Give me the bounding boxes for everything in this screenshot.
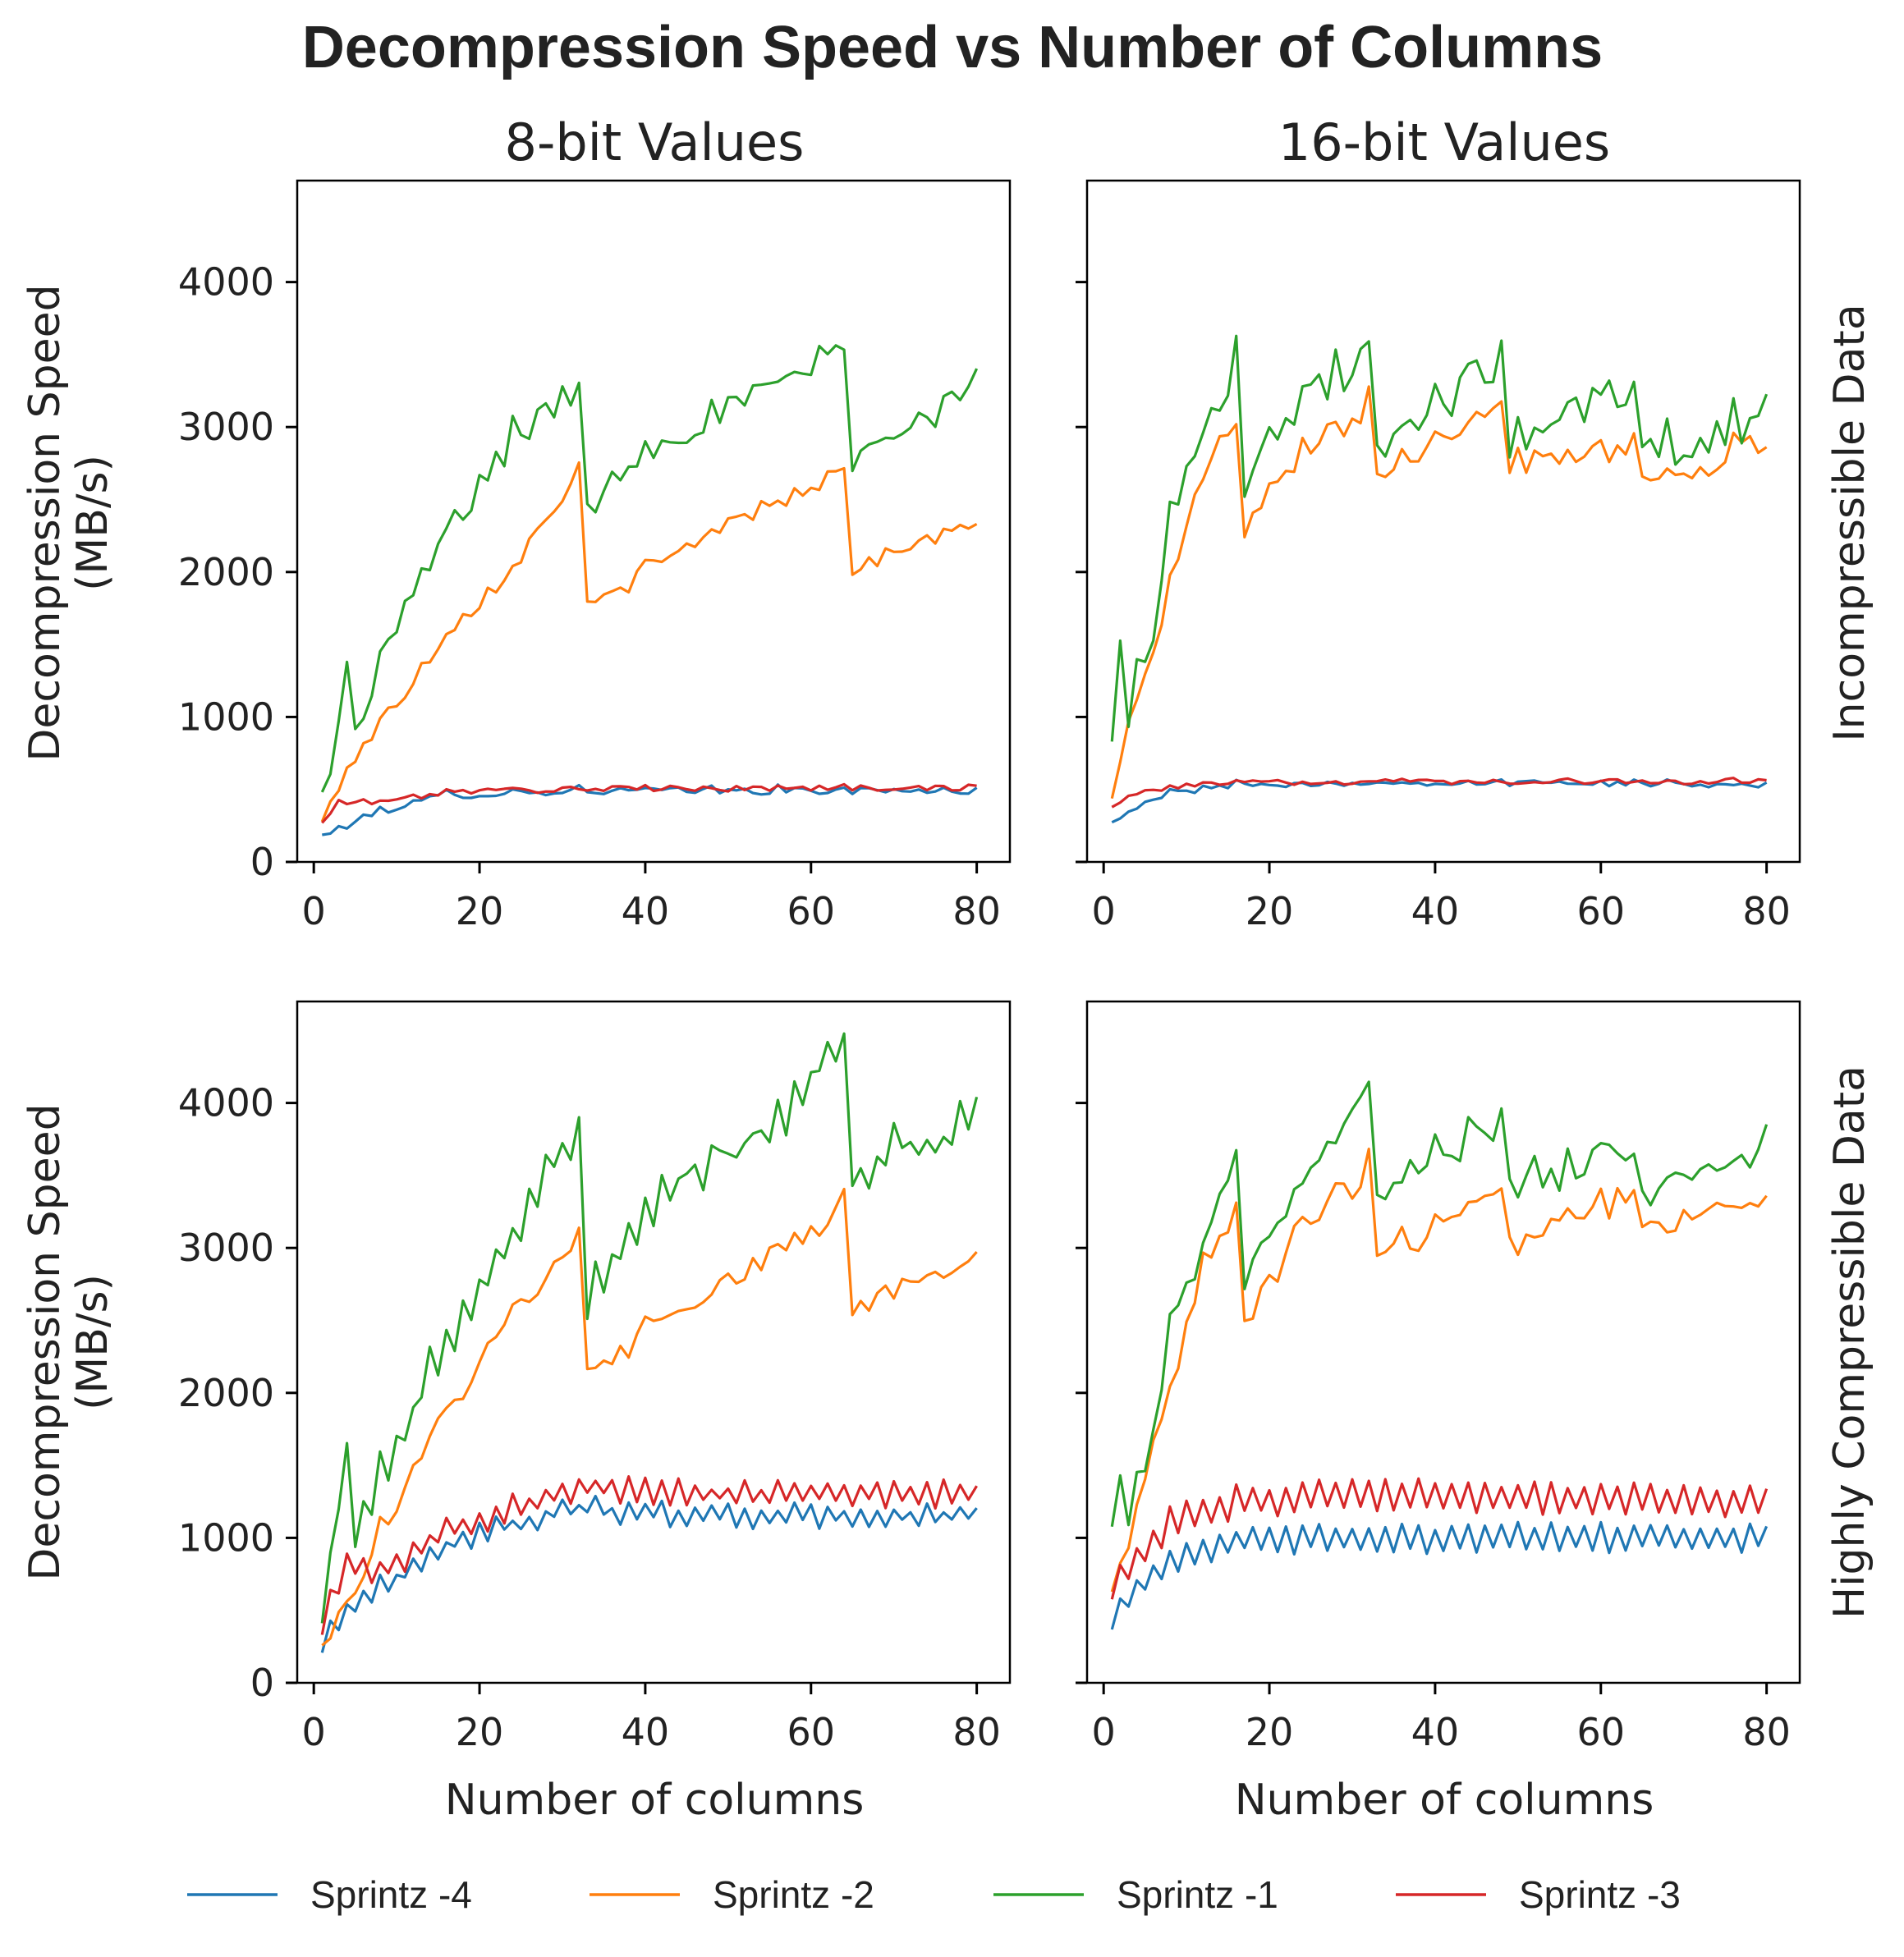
plot-frame: [296, 179, 1012, 864]
figure-title: Decompression Speed vs Number of Columns: [302, 15, 1603, 80]
series-sprintz-2-p16_hc: [1110, 1147, 1768, 1593]
plot-frame: [1085, 179, 1801, 864]
series-sprintz-3-p8_hc: [320, 1475, 978, 1635]
xlabel-right: Number of columns: [1235, 1776, 1654, 1825]
series-sprintz-2-p8_inc: [320, 461, 978, 823]
series-sprintz-1-p16_hc: [1110, 1080, 1769, 1527]
series-sprintz-3-p16_inc: [1111, 777, 1767, 809]
ylabel-bottom-line1: Decompression Speed: [21, 1103, 70, 1580]
legend-label: Sprintz -3: [1519, 1873, 1681, 1916]
col-title-16bit: 16-bit Values: [1278, 112, 1610, 172]
x-tick-label: 60: [787, 1710, 835, 1754]
series-sprintz-4-p16_inc: [1111, 777, 1768, 824]
x-tick-label: 60: [787, 889, 835, 933]
x-tick-label: 80: [952, 889, 1001, 933]
series-sprintz-1-p16_inc: [1110, 334, 1769, 742]
x-tick-label: 60: [1576, 1710, 1625, 1754]
ylabel-top-line1: Decompression Speed: [21, 284, 70, 761]
x-tick-label: 0: [1092, 1710, 1116, 1754]
series-sprintz-1-p8_hc: [320, 1032, 979, 1624]
series-sprintz-4-p16_hc: [1110, 1520, 1769, 1630]
x-tick-label: 0: [302, 1710, 326, 1754]
series-sprintz-3-p8_inc: [321, 782, 977, 824]
panel-p8_hc: 0 20 40 60 80 0 1000 2000 3000 4000: [178, 1000, 1012, 1754]
ylabel-bottom: Decompression Speed (MB/s): [21, 1103, 117, 1580]
panel-p8_inc: 0 20 40 60 80 0 1000 2000 3000 4000: [178, 179, 1012, 933]
x-tick-label: 80: [1742, 1710, 1791, 1754]
x-tick-label: 0: [302, 889, 326, 933]
x-tick-label: 20: [456, 1710, 504, 1754]
legend-item-sprintz-1: Sprintz -1: [993, 1873, 1278, 1916]
y-tick-label: 1000: [178, 694, 274, 739]
x-tick-label: 20: [1246, 1710, 1294, 1754]
y-tick-label: 3000: [178, 1226, 274, 1270]
series-sprintz-2-p8_hc: [321, 1187, 978, 1647]
x-tick-label: 40: [622, 1710, 670, 1754]
row-label-incompressible: Incompressible Data: [1825, 304, 1874, 741]
ylabel-top-line2: (MB/s): [68, 455, 117, 591]
x-tick-label: 80: [1742, 889, 1791, 933]
plot-frame: [1085, 1000, 1801, 1684]
x-tick-label: 40: [1411, 1710, 1460, 1754]
legend-label: Sprintz -4: [310, 1873, 472, 1916]
x-tick-label: 60: [1576, 889, 1625, 933]
y-tick-label: 1000: [178, 1515, 274, 1560]
series-sprintz-2-p16_inc: [1110, 385, 1768, 800]
x-tick-label: 0: [1092, 889, 1116, 933]
y-tick-label: 4000: [178, 1081, 274, 1125]
row-label-highly-compressible: Highly Compressible Data: [1825, 1066, 1874, 1619]
x-tick-label: 80: [952, 1710, 1001, 1754]
legend-label: Sprintz -2: [713, 1873, 874, 1916]
y-tick-label: 0: [250, 840, 274, 884]
series-sprintz-3-p16_hc: [1110, 1477, 1769, 1600]
panel-p16_hc: 0 20 40 60 80: [1076, 1000, 1801, 1754]
ylabel-bottom-line2: (MB/s): [68, 1274, 117, 1410]
x-tick-label: 40: [622, 889, 670, 933]
legend-item-sprintz-3: Sprintz -3: [1396, 1873, 1681, 1916]
x-tick-label: 40: [1411, 889, 1460, 933]
y-tick-label: 0: [250, 1661, 274, 1705]
legend-item-sprintz-2: Sprintz -2: [590, 1873, 874, 1916]
col-title-8bit: 8-bit Values: [505, 112, 805, 172]
xlabel-left: Number of columns: [445, 1776, 865, 1825]
y-tick-label: 2000: [178, 1371, 274, 1415]
plot-frame: [296, 1000, 1012, 1684]
ylabel-top: Decompression Speed (MB/s): [21, 284, 117, 761]
series-sprintz-4-p8_inc: [322, 783, 978, 836]
y-tick-label: 3000: [178, 405, 274, 449]
y-tick-label: 2000: [178, 550, 274, 594]
series-sprintz-1-p8_inc: [320, 344, 979, 793]
legend-label: Sprintz -1: [1117, 1873, 1278, 1916]
y-tick-label: 4000: [178, 260, 274, 305]
x-tick-label: 20: [1246, 889, 1294, 933]
legend: Sprintz -4 Sprintz -2 Sprintz -1 Sprintz -3: [187, 1873, 1681, 1916]
legend-item-sprintz-4: Sprintz -4: [187, 1873, 472, 1916]
x-tick-label: 20: [456, 889, 504, 933]
series-sprintz-4-p8_hc: [320, 1494, 978, 1653]
panel-p16_inc: 0 20 40 60 80: [1076, 179, 1801, 933]
